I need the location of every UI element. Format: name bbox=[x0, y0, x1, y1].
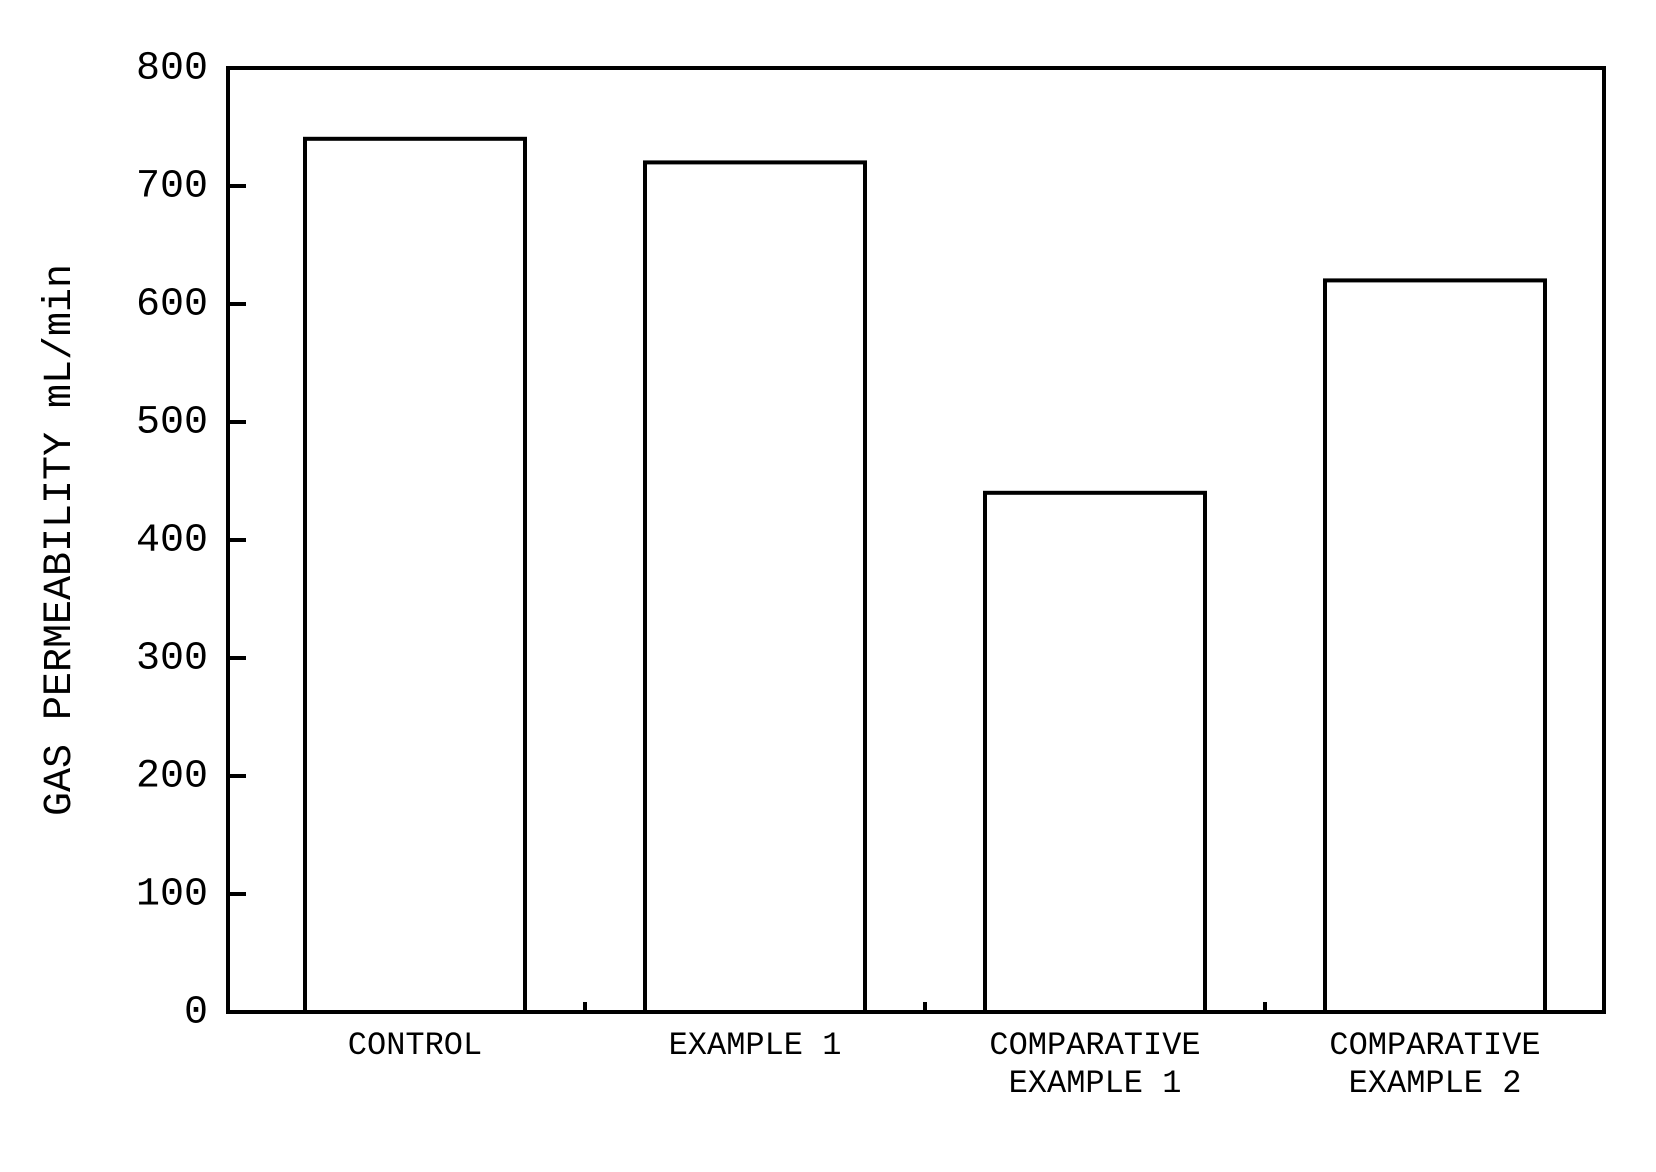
y-tick-label: 700 bbox=[136, 165, 208, 210]
x-tick-label: COMPARATIVE bbox=[1329, 1027, 1540, 1064]
y-tick-label: 600 bbox=[136, 283, 208, 328]
y-tick-label: 0 bbox=[184, 991, 208, 1036]
bar bbox=[305, 139, 525, 1012]
y-tick-label: 500 bbox=[136, 401, 208, 446]
x-tick-label: EXAMPLE 1 bbox=[669, 1027, 842, 1064]
y-axis-label: GAS PERMEABILITY mL/min bbox=[38, 264, 83, 816]
x-tick-label: EXAMPLE 2 bbox=[1349, 1065, 1522, 1102]
gas-permeability-bar-chart: 0 100 200 300 400 500 600 700 800 CONTROL EXAMPLE … bbox=[0, 0, 1656, 1172]
y-tick-label: 100 bbox=[136, 873, 208, 918]
y-tick-label: 200 bbox=[136, 755, 208, 800]
x-tick-label: COMPARATIVE bbox=[989, 1027, 1200, 1064]
bar bbox=[645, 162, 865, 1012]
x-tick-label: EXAMPLE 1 bbox=[1009, 1065, 1182, 1102]
y-tick-label: 300 bbox=[136, 637, 208, 682]
y-tick-label: 800 bbox=[136, 47, 208, 92]
y-tick-label: 400 bbox=[136, 519, 208, 564]
bar bbox=[1325, 280, 1545, 1012]
bar bbox=[985, 493, 1205, 1012]
x-tick-label: CONTROL bbox=[348, 1027, 482, 1064]
